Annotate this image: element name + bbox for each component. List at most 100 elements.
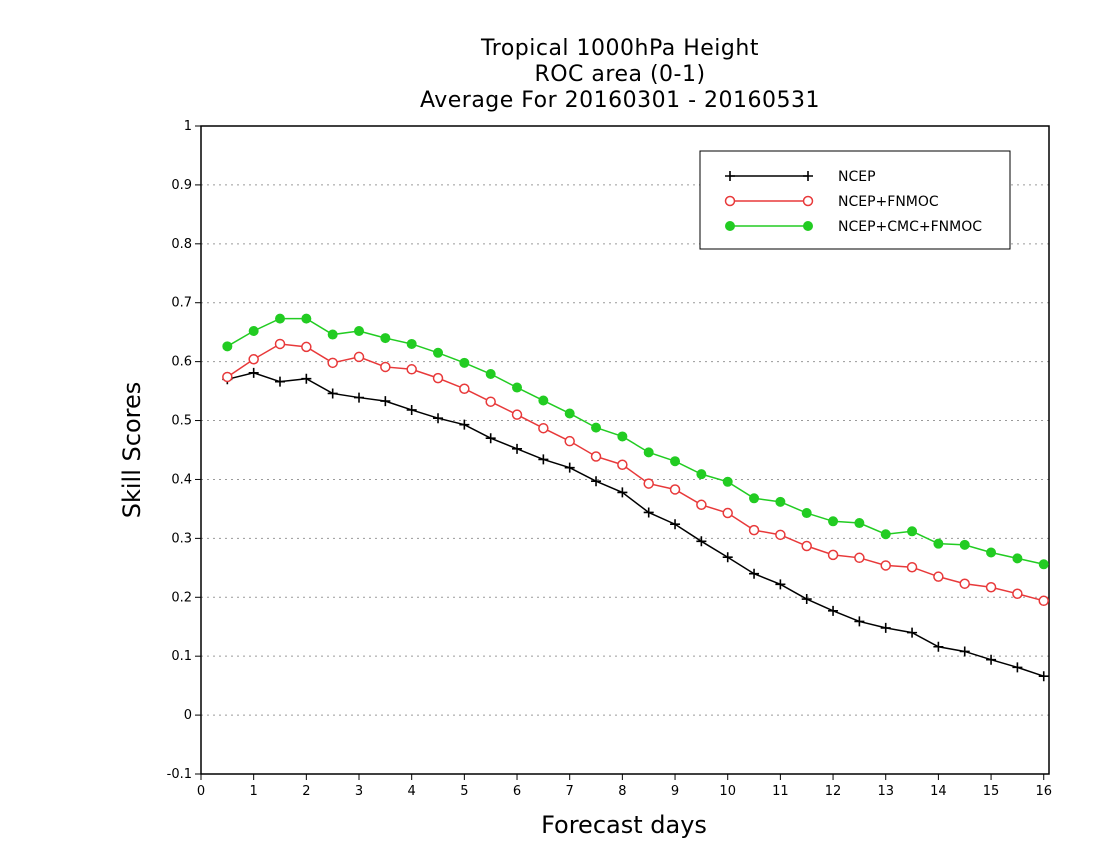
series-ncep-fnmoc [222,338,1049,607]
legend: NCEP NCEP+FNMOC NCEP+CMC+FNMOC [699,150,1011,250]
legend-marker [724,195,736,207]
data-point [749,568,760,579]
data-point [432,372,444,384]
data-point [617,487,628,498]
series-ncep-cmc-fnmoc [222,313,1049,570]
legend-label: NCEP+FNMOC [838,194,939,210]
chart-subtitle: ROC area (0-1) [534,62,706,87]
data-point [722,476,733,487]
series-line [226,317,1044,566]
x-tick-label: 15 [983,784,1000,799]
data-point [327,388,338,399]
data-point [433,347,444,358]
x-tick-label: 7 [566,784,574,799]
x-tick-label: 9 [671,784,679,799]
series-line [227,372,1044,677]
data-point [1038,671,1049,682]
legend-marker [803,171,813,181]
x-tick-label: 8 [618,784,626,799]
data-point [775,579,786,590]
legend-marker [725,171,735,181]
x-tick-label: 0 [197,784,205,799]
data-point [459,383,470,394]
data-point [301,313,312,324]
data-point [274,338,286,350]
data-point [959,578,970,589]
y-tick-label: 0.3 [171,531,192,546]
data-point [354,392,365,403]
data-point [854,518,865,529]
y-tick-label: 0.8 [171,237,192,252]
data-point [1038,559,1049,570]
data-point [511,409,523,420]
data-point [564,462,575,473]
chart-title-block: Tropical 1000hPa Height ROC area (0-1) A… [0,36,1100,114]
data-point [275,376,286,387]
data-point [906,561,918,573]
data-point [1012,588,1023,599]
data-point [828,605,839,616]
y-tick-label: 0.4 [171,472,192,487]
legend-label: NCEP+CMC+FNMOC [838,219,982,235]
x-tick-label: 12 [825,784,842,799]
data-point [933,641,944,652]
data-point [275,313,286,324]
data-point [643,447,654,458]
data-point [1012,662,1023,673]
data-point [801,508,812,519]
data-point [590,451,602,462]
data-point [722,507,733,519]
x-tick-label: 5 [460,784,468,799]
data-point [354,326,365,337]
data-point [485,369,496,380]
data-point [985,582,997,593]
data-point [406,338,417,349]
legend-label: NCEP [838,169,876,185]
x-tick-label: 3 [355,784,363,799]
data-point [696,499,707,511]
y-tick-label: -0.1 [167,767,192,782]
data-point [485,433,496,444]
data-point [1012,553,1023,564]
data-point [512,443,523,454]
y-axis-title: Skill Scores [118,382,146,519]
series-line [226,343,1044,602]
data-point [222,341,233,352]
data-point [749,493,760,504]
x-tick-label: 1 [250,784,258,799]
data-point [854,616,865,627]
data-point [880,560,891,571]
plot-frame [200,125,1050,775]
x-tick-label: 6 [513,784,521,799]
legend-marker [725,221,735,231]
data-point [327,329,338,340]
data-point [301,373,312,384]
data-point [933,538,944,549]
data-point [907,526,918,537]
data-point [617,459,628,470]
data-point [1038,595,1049,607]
x-tick-label: 13 [877,784,894,799]
data-point [933,571,944,582]
data-point [248,367,259,378]
data-point [380,333,391,344]
x-tick-label: 4 [408,784,416,799]
data-point [380,396,391,407]
data-point [696,469,707,480]
data-point [433,413,444,424]
data-point [591,476,602,487]
data-point [643,507,654,518]
data-point [669,484,681,495]
data-point [643,478,654,489]
data-point [748,524,760,536]
data-point [775,496,786,507]
data-point [591,422,602,433]
series-layer [222,313,1049,682]
data-point [248,326,259,337]
x-tick-label: 10 [719,784,736,799]
data-point [327,357,338,369]
data-point [801,540,812,552]
data-point [353,351,365,363]
axis-ticks: -0.100.10.20.30.40.50.60.70.80.910 1 2 3 4 5 6… [167,119,1052,799]
y-tick-label: 1 [184,119,192,134]
